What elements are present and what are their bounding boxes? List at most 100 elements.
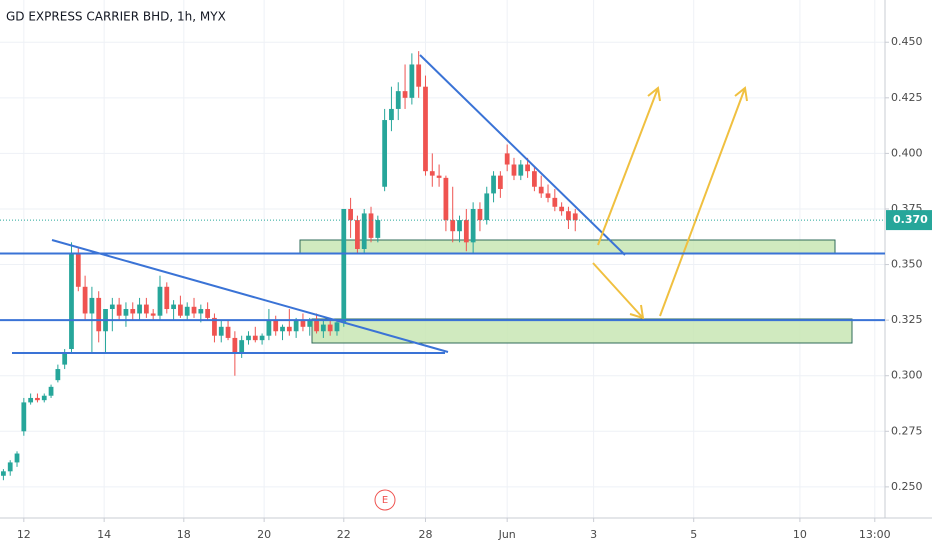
- x-tick-label: 12: [17, 528, 31, 541]
- candle-body: [518, 164, 524, 176]
- candle-body: [382, 120, 388, 187]
- event-label: E: [382, 495, 388, 506]
- event-marker: [374, 489, 396, 511]
- candle-body: [239, 340, 245, 354]
- zone-box: [299, 239, 836, 254]
- candle-body: [361, 213, 367, 249]
- candle-body: [273, 320, 279, 332]
- candle-body: [375, 220, 381, 238]
- y-tick-label: 0.275: [891, 424, 923, 437]
- x-tick-label: 22: [337, 528, 351, 541]
- candle-body: [293, 320, 299, 332]
- x-tick-label: 18: [177, 528, 191, 541]
- y-tick-label: 0.300: [891, 369, 923, 382]
- zone-box: [311, 318, 853, 344]
- last-price-box: [886, 210, 932, 231]
- trend-line: [419, 54, 626, 256]
- candle-body: [450, 220, 456, 232]
- candle-body: [266, 320, 272, 336]
- x-tick-label: 3: [590, 528, 597, 541]
- x-tick-label: 13:00: [859, 528, 891, 541]
- candle-body: [511, 164, 517, 176]
- candle-body: [443, 177, 449, 221]
- candle-body: [198, 309, 204, 314]
- candle-body: [205, 309, 211, 318]
- candle-body: [21, 402, 27, 432]
- candle-body: [246, 335, 251, 341]
- candle-body: [1, 471, 6, 476]
- y-tick-label: 0.350: [891, 258, 923, 271]
- candle-body: [320, 324, 326, 332]
- candle-body: [334, 322, 340, 332]
- candle-body: [457, 220, 462, 232]
- candle-body: [545, 193, 551, 198]
- candle-body: [28, 397, 34, 403]
- candle-body: [470, 208, 476, 243]
- arrow: [597, 86, 661, 246]
- candle-body: [62, 353, 68, 365]
- candle-body: [55, 369, 61, 381]
- candle-body: [436, 175, 442, 178]
- candle-body: [69, 253, 74, 350]
- candle-body: [75, 253, 81, 287]
- candle-body: [532, 171, 537, 187]
- candle-body: [89, 297, 95, 314]
- candle-body: [572, 213, 578, 221]
- candle-body: [232, 337, 238, 354]
- x-tick-label: 20: [257, 528, 271, 541]
- candle-body: [218, 326, 224, 336]
- candle-body: [300, 320, 306, 327]
- x-tick-label: Jun: [498, 528, 516, 541]
- arrow: [659, 86, 748, 317]
- last-price-label: 0.370: [893, 213, 928, 226]
- x-tick-label: 14: [97, 528, 111, 541]
- candle-body: [7, 462, 13, 472]
- candle-body: [484, 193, 490, 221]
- candle-body: [123, 309, 129, 316]
- y-tick-label: 0.325: [891, 313, 923, 326]
- candle-body: [82, 286, 88, 314]
- candle-body: [157, 286, 163, 316]
- candle-body: [497, 175, 503, 189]
- candle-body: [171, 304, 176, 310]
- candle-body: [191, 306, 197, 314]
- y-tick-label: 0.400: [891, 146, 923, 159]
- trend-line: [51, 239, 449, 353]
- candle-body: [566, 211, 571, 221]
- candle-body: [477, 208, 483, 221]
- candle-body: [423, 86, 428, 172]
- candle-body: [280, 326, 285, 332]
- candle-body: [225, 326, 231, 338]
- candle-body: [286, 326, 292, 332]
- candle-body: [259, 335, 265, 341]
- candle-body: [429, 171, 435, 176]
- candle-body: [341, 208, 347, 323]
- candle-body: [109, 304, 115, 310]
- x-tick-label: 10: [793, 528, 807, 541]
- chart-title: GD EXPRESS CARRIER BHD, 1h, MYX: [6, 10, 226, 24]
- candle-body: [252, 335, 258, 341]
- candle-body: [96, 297, 102, 332]
- candle-body: [395, 91, 401, 109]
- candle-body: [212, 317, 217, 336]
- candle-body: [137, 304, 142, 314]
- candle-body: [143, 304, 149, 314]
- candle-body: [150, 313, 156, 316]
- candle-body: [48, 386, 54, 396]
- candle-body: [559, 206, 565, 212]
- candle-body: [416, 64, 422, 87]
- candle-body: [35, 397, 40, 401]
- candle-body: [389, 108, 394, 121]
- arrows: [592, 86, 748, 320]
- candle-body: [552, 197, 558, 207]
- candle-body: [327, 324, 333, 332]
- candle-body: [355, 220, 360, 249]
- candle-body: [504, 153, 510, 165]
- candle-body: [178, 304, 183, 316]
- candle-body: [314, 320, 319, 332]
- arrow: [592, 262, 645, 320]
- candle-body: [402, 91, 408, 98]
- candle-body: [14, 453, 20, 463]
